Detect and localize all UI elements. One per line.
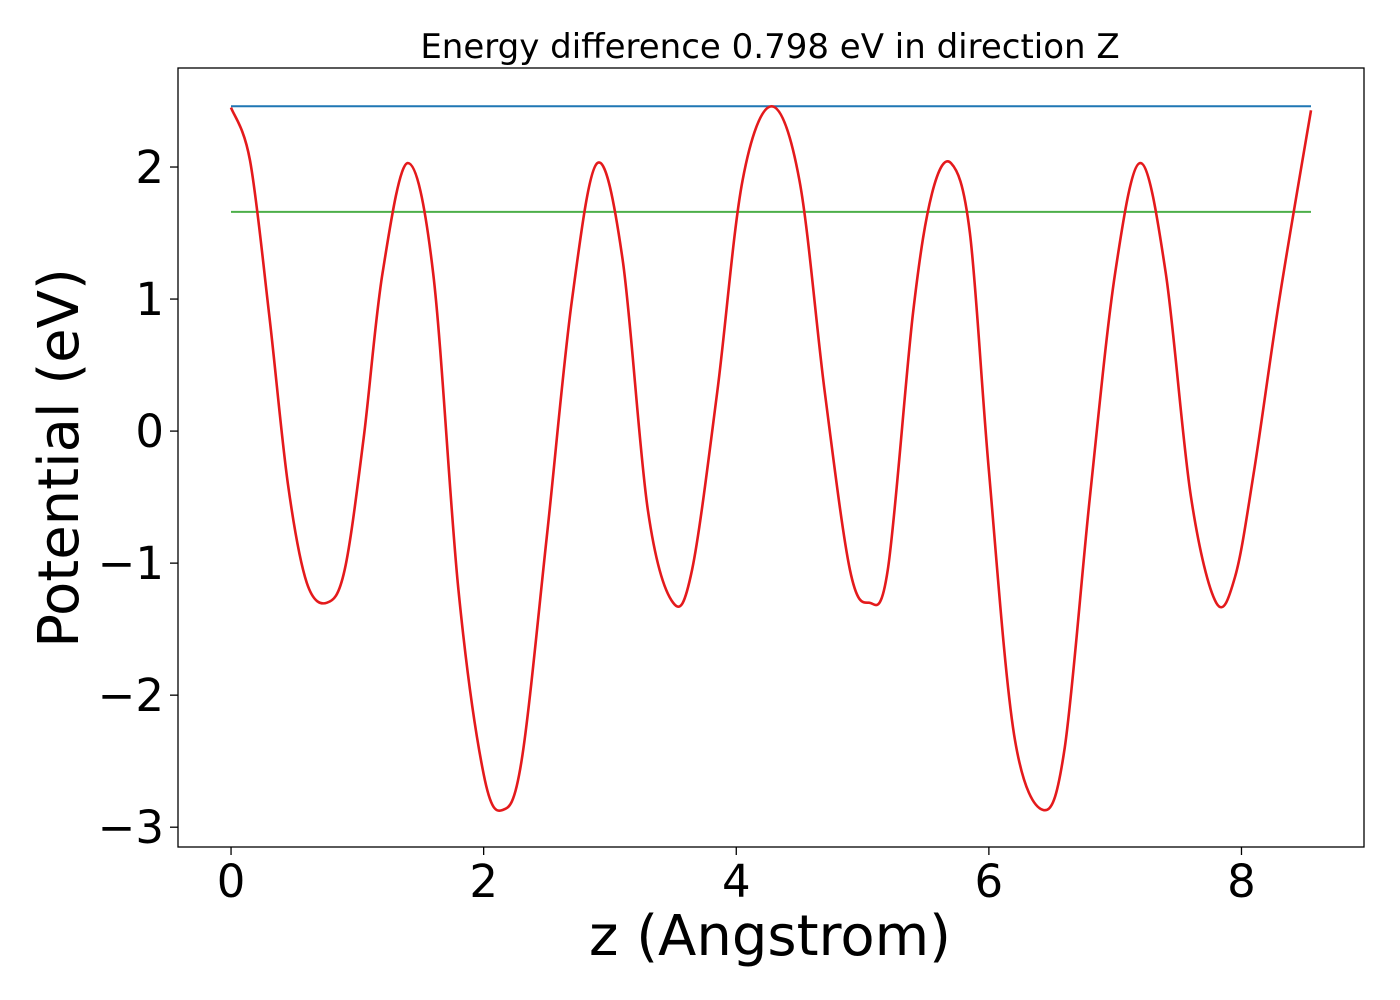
x-axis: 0 2 4 6 8	[217, 847, 1256, 908]
plot-frame	[177, 67, 1365, 848]
y-tick-label: −1	[98, 537, 164, 590]
x-axis-label: z (Angstrom)	[589, 904, 951, 969]
y-tick-label: 0	[135, 405, 164, 458]
x-tick-label: 8	[1227, 855, 1256, 908]
x-tick-label: 0	[217, 855, 246, 908]
y-tick-label: −3	[98, 801, 164, 854]
y-tick-label: 1	[135, 273, 164, 326]
plot-area	[229, 105, 1313, 812]
y-axis-label: Potential (eV)	[27, 268, 92, 648]
y-tick-label: 2	[135, 141, 164, 194]
x-tick-label: 2	[469, 855, 498, 908]
x-tick-label: 4	[722, 855, 751, 908]
y-axis: −3 −2 −1 0 1 2	[98, 141, 178, 854]
potential-curve	[229, 105, 1313, 812]
x-tick-label: 6	[975, 855, 1004, 908]
chart-title: Energy difference 0.798 eV in direction …	[420, 27, 1119, 67]
y-tick-label: −2	[98, 669, 164, 722]
